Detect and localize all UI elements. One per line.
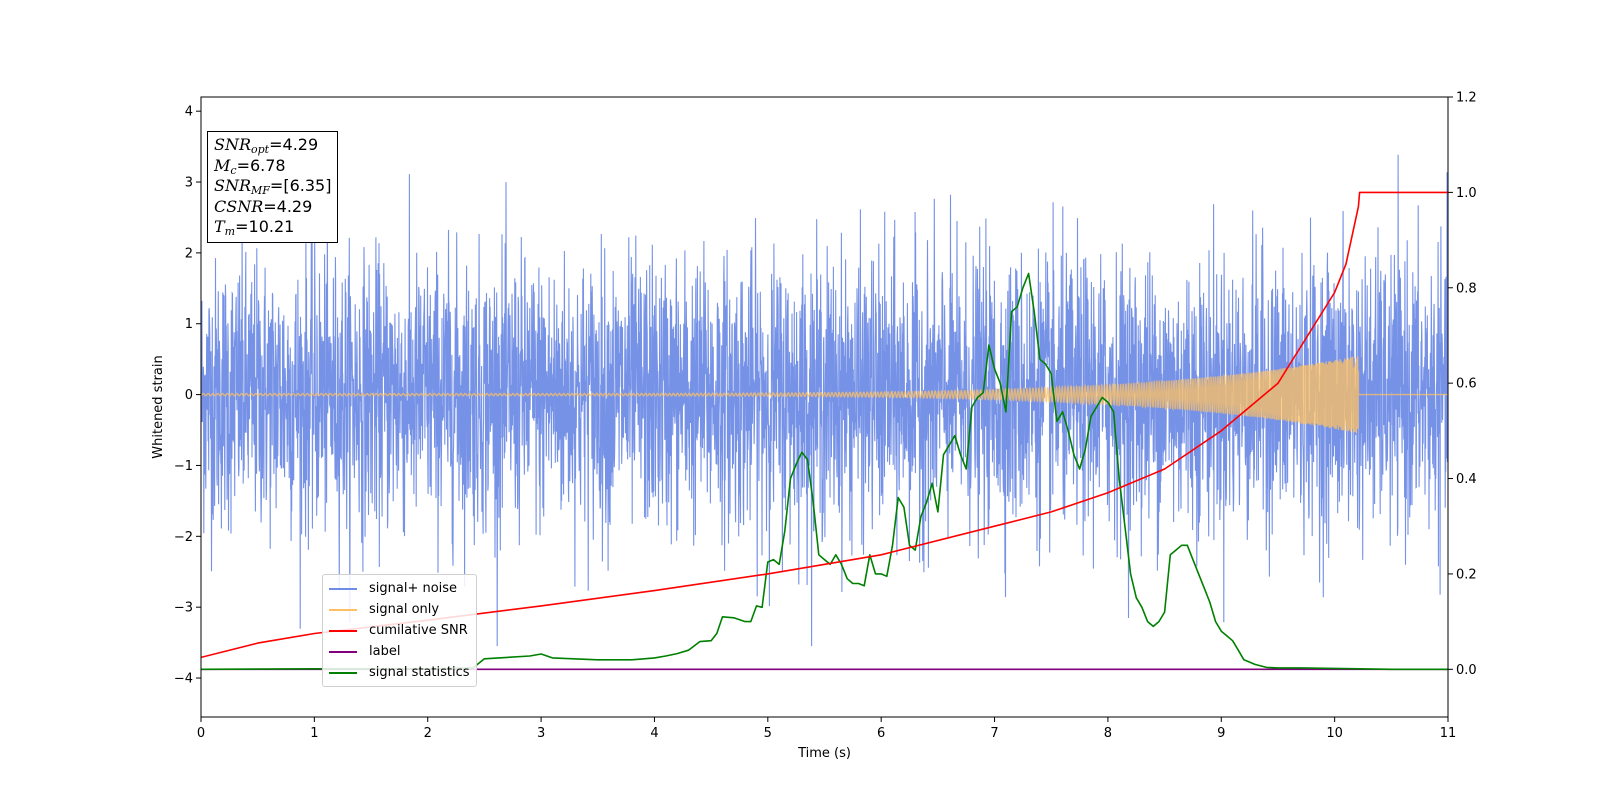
x-tick-label: 10 (1326, 726, 1343, 741)
x-axis-label: Time (s) (797, 746, 851, 761)
y2-tick-label: 0.4 (1456, 472, 1477, 487)
y-tick-label: 4 (185, 105, 193, 120)
legend-label-signal-noise: signal+ noise (369, 581, 458, 596)
legend-entry-signal-statistics: signal statistics (329, 662, 470, 683)
info-box: SNRopt=4.29 Mc=6.78 SNRMF=[6.35] CSNR=4.… (207, 131, 339, 243)
info-snr-opt: SNRopt=4.29 (214, 135, 319, 156)
series-signal-noise (201, 154, 1448, 647)
y2-tick-label: 1.0 (1456, 186, 1477, 201)
y2-tick-label: 0.0 (1456, 663, 1477, 678)
y2-tick-label: 0.6 (1456, 377, 1477, 392)
x-tick-label: 11 (1440, 726, 1457, 741)
legend-entry-signal-only: signal only (329, 599, 470, 620)
x-tick-label: 0 (197, 726, 205, 741)
series-signal-only (201, 356, 1448, 434)
y-tick-label: 2 (185, 246, 193, 261)
y-axis-label: Whitened strain (151, 355, 166, 458)
x-axis: 0 1 2 3 4 5 6 7 8 9 10 11 (197, 717, 1456, 741)
y-tick-label: −3 (174, 601, 193, 616)
y2-tick-label: 1.2 (1456, 91, 1477, 106)
y-tick-label: 0 (185, 388, 193, 403)
legend-swatch-signal-noise (329, 587, 357, 590)
legend-label-label: label (369, 644, 401, 659)
info-csnr: CSNR=4.29 (214, 196, 313, 216)
series-signal-statistics (201, 272, 1448, 671)
x-tick-label: 4 (650, 726, 658, 741)
plot-frame (200, 96, 1449, 718)
legend-entry-signal-noise: signal+ noise (329, 578, 470, 599)
y-tick-label: −2 (174, 530, 193, 545)
x-tick-label: 7 (990, 726, 998, 741)
info-mc: Mc=6.78 (214, 155, 286, 177)
legend-swatch-signal-only (329, 608, 357, 611)
y2-tick-label: 0.2 (1456, 567, 1477, 582)
y-axis-right: 0.0 0.2 0.4 0.6 0.8 1.0 1.2 (1448, 91, 1477, 678)
y-tick-label: −4 (174, 672, 193, 687)
legend-swatch-label (329, 650, 357, 653)
legend-label-cumulative-snr: cumilative SNR (369, 623, 468, 638)
info-tm: Tm=10.21 (214, 217, 295, 238)
y-axis-left: −4 −3 −2 −1 0 1 2 3 4 (174, 105, 201, 687)
legend-entry-cumulative-snr: cumilative SNR (329, 620, 470, 641)
x-tick-label: 9 (1217, 726, 1225, 741)
x-tick-label: 3 (537, 726, 545, 741)
legend-entry-label: label (329, 641, 470, 662)
legend-label-signal-only: signal only (369, 602, 440, 617)
y-tick-label: 3 (185, 176, 193, 191)
legend-swatch-signal-statistics (329, 671, 357, 674)
x-tick-label: 5 (764, 726, 772, 741)
y-tick-label: 1 (185, 317, 193, 332)
legend: signal+ noise signal only cumilative SNR… (322, 574, 477, 687)
legend-label-signal-statistics: signal statistics (369, 665, 470, 680)
legend-swatch-cumulative-snr (329, 629, 357, 632)
x-tick-label: 8 (1104, 726, 1112, 741)
info-snr-mf: SNRMF=[6.35] (214, 176, 332, 197)
y2-tick-label: 0.8 (1456, 281, 1477, 296)
y-tick-label: −1 (174, 459, 193, 474)
x-tick-label: 1 (310, 726, 318, 741)
x-tick-label: 6 (877, 726, 885, 741)
x-tick-label: 2 (424, 726, 432, 741)
